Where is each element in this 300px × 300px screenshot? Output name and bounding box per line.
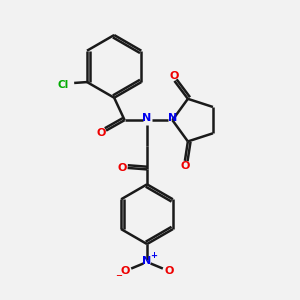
Text: +: + [150, 250, 157, 260]
Text: −: − [115, 272, 122, 280]
Text: N: N [168, 113, 177, 123]
Text: O: O [180, 161, 190, 171]
Text: O: O [121, 266, 130, 276]
Text: O: O [118, 163, 127, 173]
Text: O: O [96, 128, 105, 138]
Text: O: O [164, 266, 173, 276]
Text: Cl: Cl [58, 80, 69, 90]
Text: O: O [170, 71, 179, 81]
Text: N: N [142, 256, 152, 266]
Text: N: N [142, 113, 152, 123]
